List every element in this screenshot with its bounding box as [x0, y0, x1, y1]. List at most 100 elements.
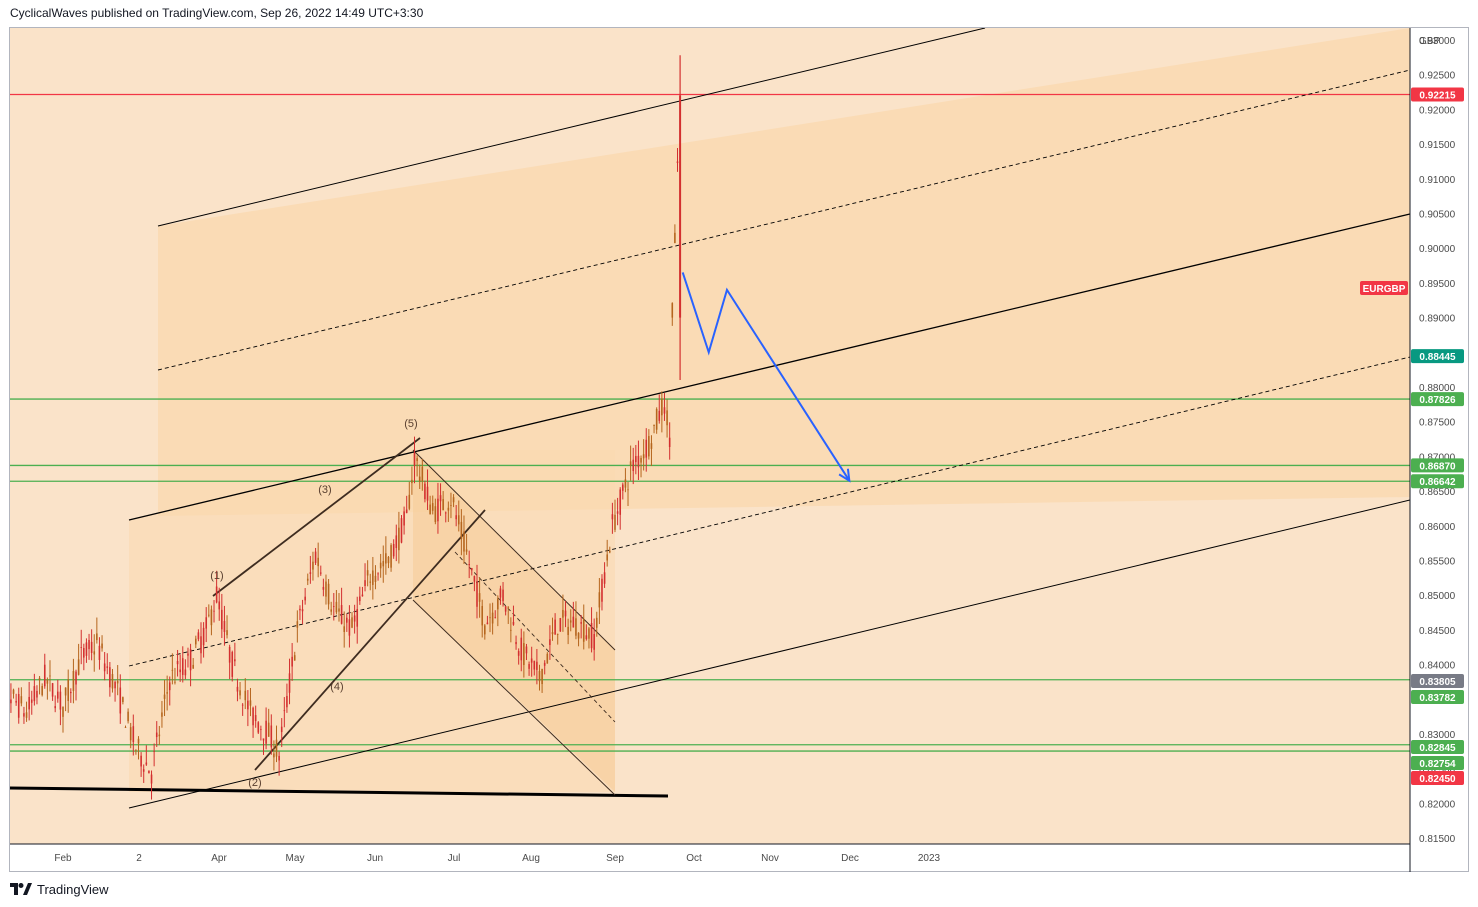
candle-body: [572, 616, 575, 628]
candle-body: [478, 593, 481, 602]
candle-body: [400, 518, 403, 543]
correction-mid-dashed: [454, 551, 616, 723]
candle-body: [236, 686, 239, 692]
candle-body: [593, 634, 595, 650]
candle-body: [54, 706, 56, 709]
y-tick-label: 0.91500: [1419, 140, 1456, 151]
candle-body: [484, 625, 486, 635]
candle-body: [512, 621, 515, 625]
candle-body: [293, 655, 296, 661]
candle-body: [486, 622, 489, 625]
candle-body: [215, 586, 218, 603]
candle-body: [668, 437, 671, 447]
candle-body: [447, 507, 450, 511]
candle-body: [23, 713, 25, 717]
candle-body: [150, 774, 153, 784]
candle-body: [374, 575, 377, 582]
candle-body: [499, 588, 502, 598]
candle-body: [299, 608, 301, 611]
price-badge: 0.87826: [1419, 395, 1456, 406]
x-tick-label: 2023: [918, 853, 941, 864]
candle-body: [226, 630, 228, 636]
candle-body: [507, 606, 510, 608]
candle-body: [38, 677, 41, 681]
x-tick-label: Aug: [522, 853, 540, 864]
candle-body: [72, 671, 75, 691]
candle-body: [497, 598, 499, 610]
price-badge-bg: [1411, 458, 1464, 473]
y-tick-label: 0.90000: [1419, 244, 1456, 255]
candle-body: [270, 725, 273, 748]
wave-label: (5): [404, 418, 417, 430]
candle-body: [640, 457, 642, 463]
y-tick-label: 0.82500: [1419, 765, 1456, 776]
candle-body: [148, 770, 150, 774]
candle-body: [119, 687, 122, 714]
candle-body: [314, 551, 317, 563]
candle-body: [106, 666, 109, 668]
candle-body: [390, 545, 392, 568]
price-badge-bg: [1411, 474, 1464, 489]
candle-body: [77, 659, 80, 675]
candle-body: [286, 695, 288, 708]
price-badge: 0.83782: [1419, 693, 1456, 704]
candle-body: [296, 621, 299, 628]
price-badge: 0.86642: [1419, 477, 1456, 488]
candle-body: [194, 638, 197, 645]
x-tick-label: Oct: [686, 853, 702, 864]
y-tick-label: 0.89000: [1419, 314, 1456, 325]
candle-body: [385, 553, 387, 564]
candle-body: [429, 504, 431, 515]
spike-candle-body: [679, 95, 682, 318]
candle-body: [372, 570, 374, 585]
y-tick-label: 0.84000: [1419, 661, 1456, 672]
y-tick-label: 0.91000: [1419, 175, 1456, 186]
candle-body: [424, 483, 426, 500]
candle-body: [494, 617, 497, 619]
candle-body: [85, 642, 88, 656]
candle-body: [228, 646, 231, 663]
candle-body: [588, 628, 590, 639]
candle-body: [523, 643, 525, 666]
candle-body: [468, 564, 470, 566]
candle-body: [200, 636, 202, 654]
price-badge-bg: [1411, 756, 1464, 770]
baseline-support-line: [10, 786, 669, 798]
candle-body: [666, 410, 668, 426]
y-tick-label: 0.86500: [1419, 487, 1456, 498]
price-badge-bg: [1411, 690, 1464, 704]
candle-body: [405, 509, 408, 514]
candle-body: [455, 515, 457, 520]
candle-body: [5, 681, 7, 682]
correction-lower-line: [412, 599, 616, 796]
candle-body: [273, 753, 275, 758]
candle-body: [564, 610, 567, 617]
wave-label: (4): [330, 681, 343, 693]
candle-body: [262, 738, 265, 741]
projection-arrowhead: [838, 468, 851, 483]
candle-body: [317, 557, 319, 567]
candle-body: [28, 696, 30, 710]
candle-body: [411, 479, 413, 484]
wave-2-4-line: [212, 437, 421, 597]
candle-body: [379, 562, 382, 569]
candle-body: [567, 626, 569, 635]
candle-body: [533, 660, 536, 670]
candle-body: [319, 572, 322, 574]
candle-body: [210, 609, 213, 626]
candle-body: [528, 664, 530, 669]
y-tick-label: 0.87500: [1419, 418, 1456, 429]
x-tick-label: 2: [136, 853, 142, 864]
candle-body: [671, 303, 674, 318]
candle-body: [291, 656, 293, 667]
candle-body: [114, 681, 116, 689]
candle-body: [145, 762, 148, 765]
candle-body: [161, 712, 163, 717]
candle-body: [674, 232, 676, 244]
candle-body: [585, 635, 588, 640]
candle-body: [257, 722, 260, 733]
y-tick-label: 0.84500: [1419, 626, 1456, 637]
candle-body: [635, 456, 637, 463]
candle-body: [536, 661, 538, 670]
